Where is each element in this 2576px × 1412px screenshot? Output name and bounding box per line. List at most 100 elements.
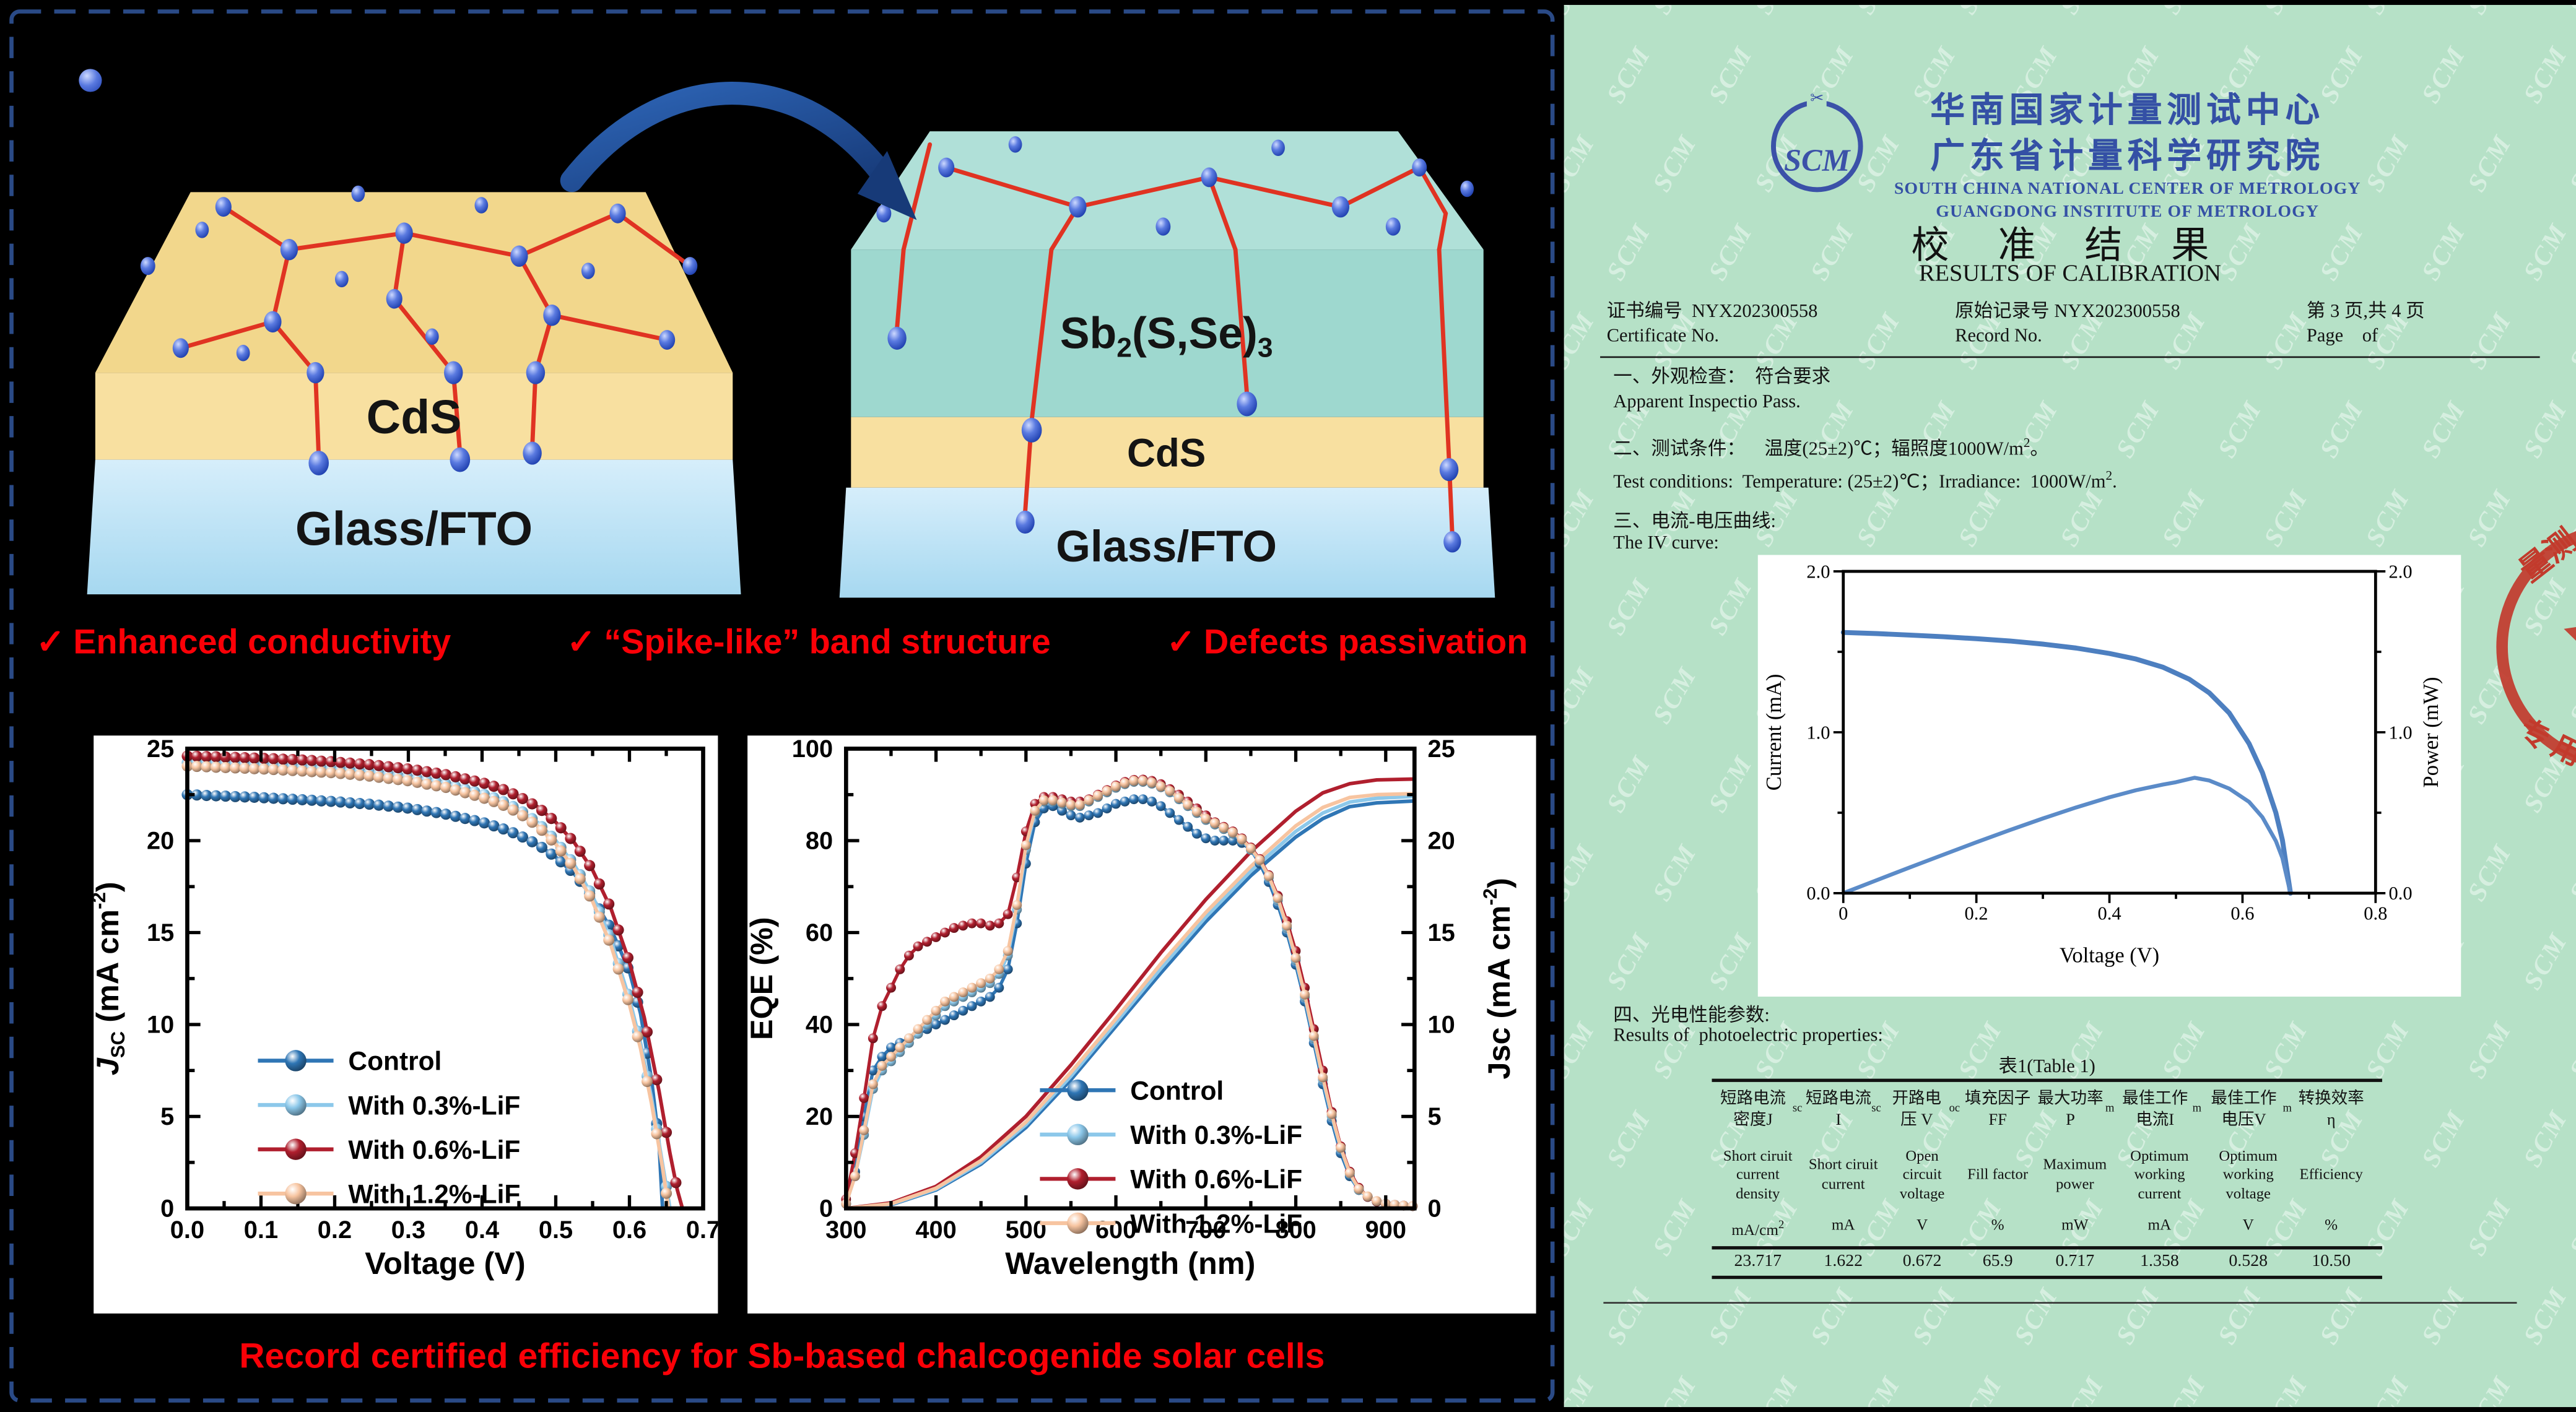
scm-logo: ✂ SCM bbox=[1770, 91, 1863, 193]
cert-title-en: RESULTS OF CALIBRATION bbox=[1918, 261, 2221, 288]
svg-text:0.4: 0.4 bbox=[465, 1216, 499, 1244]
cds-layer-label-left: CdS bbox=[367, 391, 462, 444]
svg-text:0.2: 0.2 bbox=[1965, 903, 1988, 924]
svg-text:Control: Control bbox=[1130, 1076, 1224, 1105]
certificate-no-cn: 证书编号 NYX202300558 bbox=[1606, 302, 1818, 322]
droplet-icon bbox=[79, 69, 102, 92]
red-seal-stamp: 量测 专用章 bbox=[2496, 522, 2576, 786]
certificate-content: ✂ SCM 华南国家计量测试中心 广东省计量科学研究院 SOUTH CHINA … bbox=[1564, 5, 2576, 1407]
svg-text:20: 20 bbox=[806, 1103, 833, 1130]
cds-layer-label-right: CdS bbox=[1127, 431, 1206, 475]
table-unit: % bbox=[1991, 1218, 2004, 1235]
right-slab-cds-face bbox=[851, 417, 1484, 488]
svg-text:0.0: 0.0 bbox=[1806, 883, 1830, 904]
org-name-en-2: GUANGDONG INSTITUTE OF METROLOGY bbox=[1936, 203, 2320, 222]
org-name-cn-2: 广东省计量科学研究院 bbox=[1930, 136, 2325, 176]
org-name-en-1: SOUTH CHINA NATIONAL CENTER OF METROLOGY bbox=[1894, 180, 2361, 199]
footer-rule bbox=[1603, 1302, 2517, 1304]
svg-text:Voltage (V): Voltage (V) bbox=[365, 1245, 525, 1281]
table-header-en: Optimum working voltage bbox=[2219, 1148, 2278, 1203]
table-header-en: Open circuit voltage bbox=[1899, 1148, 1945, 1203]
record-efficiency-caption: Record certified efficiency for Sb-based… bbox=[239, 1336, 1325, 1376]
svg-text:1.0: 1.0 bbox=[2389, 722, 2413, 743]
section1-en: Apparent Inspectio Pass. bbox=[1613, 392, 1801, 412]
section3-cn: 三、电流-电压曲线: bbox=[1613, 512, 1777, 532]
svg-text:40: 40 bbox=[806, 1011, 833, 1039]
table-header-en: Efficiency bbox=[2299, 1167, 2363, 1184]
left-slab-cds-face bbox=[95, 373, 733, 460]
svg-text:5: 5 bbox=[1428, 1103, 1442, 1130]
svg-text:0.3: 0.3 bbox=[391, 1216, 425, 1244]
table-header-cn: 最佳工作电流I m bbox=[2122, 1090, 2202, 1130]
svg-text:Current (mA): Current (mA) bbox=[1762, 674, 1786, 791]
svg-text:15: 15 bbox=[1428, 919, 1455, 946]
table-unit: V bbox=[2242, 1218, 2254, 1235]
svg-text:1.0: 1.0 bbox=[1806, 722, 1830, 743]
section4-cn: 四、光电性能参数: bbox=[1613, 1006, 1770, 1026]
svg-text:0: 0 bbox=[1428, 1195, 1442, 1223]
svg-text:10: 10 bbox=[147, 1011, 174, 1039]
svg-text:0: 0 bbox=[819, 1195, 833, 1223]
highlight-text: “Spike-like” band structure bbox=[604, 623, 1051, 662]
highlight-text: Defects passivation bbox=[1203, 623, 1528, 662]
table-header-en: Short ciruit current bbox=[1808, 1158, 1878, 1194]
certificate-no-en: Certificate No. bbox=[1606, 326, 1720, 347]
glass-fto-layer-label-right: Glass/FTO bbox=[1056, 522, 1277, 571]
arrowhead-icon bbox=[857, 151, 917, 220]
highlight-text: Enhanced conductivity bbox=[73, 623, 451, 662]
svg-text:20: 20 bbox=[1428, 828, 1455, 855]
svg-text:20: 20 bbox=[147, 828, 174, 855]
table-value: 0.528 bbox=[2229, 1252, 2268, 1270]
svg-text:0: 0 bbox=[1838, 903, 1848, 924]
table-header-en: Optimum working current bbox=[2130, 1148, 2189, 1203]
svg-text:With 0.6%-LiF: With 0.6%-LiF bbox=[1130, 1165, 1302, 1194]
svg-text:600: 600 bbox=[1095, 1216, 1136, 1244]
header-divider bbox=[1600, 356, 2540, 358]
svg-text:2.0: 2.0 bbox=[2389, 561, 2413, 582]
transformation-arrow-icon bbox=[560, 82, 899, 193]
svg-text:0.2: 0.2 bbox=[318, 1216, 352, 1244]
svg-text:5: 5 bbox=[160, 1103, 174, 1130]
svg-text:300: 300 bbox=[825, 1216, 866, 1244]
check-icon: ✓ bbox=[1167, 623, 1196, 662]
svg-text:25: 25 bbox=[1428, 735, 1455, 763]
highlight-passivation: ✓ Defects passivation bbox=[1167, 624, 1528, 664]
svg-text:700: 700 bbox=[1185, 1216, 1226, 1244]
page-no-en: Page of bbox=[2306, 326, 2378, 347]
calibration-certificate: SCM SCM SCM SCM SCM SCM SCM SCM SCM SCM SCM SCM SCM S… bbox=[1564, 4, 2576, 1408]
svg-text:2.0: 2.0 bbox=[1806, 561, 1830, 582]
svg-text:0.7: 0.7 bbox=[686, 1216, 718, 1244]
table-unit: mA bbox=[1831, 1218, 1855, 1235]
svg-text:500: 500 bbox=[1006, 1216, 1046, 1244]
svg-text:With 1.2%-LiF: With 1.2%-LiF bbox=[348, 1180, 520, 1209]
svg-text:Control: Control bbox=[348, 1047, 442, 1076]
section2-cn: 二、测试条件： 温度(25±2)℃；辐照度1000W/m2。 bbox=[1613, 435, 2049, 460]
jv-chart-panel: 0.0 0.1 0.2 0.3 0.4 0.5 0.6 0.7 0 5 10 15 20 25 Voltag… bbox=[94, 735, 718, 1314]
svg-text:0.5: 0.5 bbox=[539, 1216, 573, 1244]
table-header-cn: 短路电流密度J sc bbox=[1720, 1090, 1803, 1130]
table-unit: mW bbox=[2061, 1218, 2089, 1235]
section3-en: The IV curve: bbox=[1613, 534, 1719, 553]
svg-text:400: 400 bbox=[915, 1216, 956, 1244]
table-header-en: Short ciruit current density bbox=[1723, 1148, 1793, 1203]
svg-text:Jsc (mA cm-2): Jsc (mA cm-2) bbox=[1479, 878, 1516, 1080]
section4-en: Results of photoelectric properties: bbox=[1613, 1026, 1883, 1046]
svg-text:80: 80 bbox=[806, 828, 833, 855]
svg-text:800: 800 bbox=[1275, 1216, 1316, 1244]
highlight-band-structure: ✓ “Spike-like” band structure bbox=[567, 624, 1050, 664]
sb2sse3-layer-label: Sb2(S,Se)3 bbox=[1060, 308, 1273, 363]
right-slab-fto-face bbox=[839, 487, 1495, 598]
right-slab-top-face bbox=[851, 131, 1484, 250]
svg-text:900: 900 bbox=[1365, 1216, 1406, 1244]
svg-text:25: 25 bbox=[147, 735, 174, 763]
jv-chart: 0.0 0.1 0.2 0.3 0.4 0.5 0.6 0.7 0 5 10 15 20 25 Voltag… bbox=[94, 735, 718, 1281]
svg-text:With 0.6%-LiF: With 0.6%-LiF bbox=[348, 1135, 520, 1164]
scm-logo-text: SCM bbox=[1784, 144, 1850, 180]
table-header-en: Fill factor bbox=[1967, 1167, 2029, 1184]
